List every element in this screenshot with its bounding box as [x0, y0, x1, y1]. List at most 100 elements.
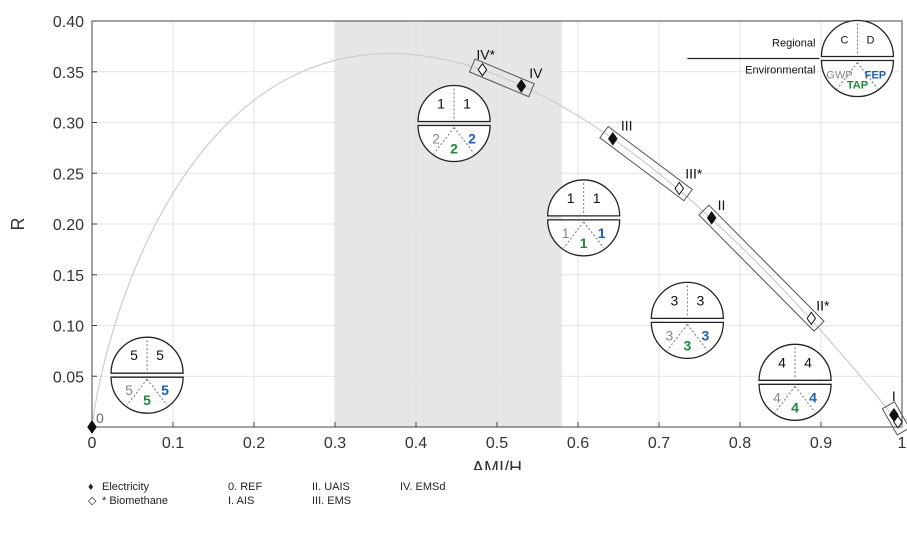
key-regional-label: Regional	[772, 38, 815, 50]
glyph-gwp: 4	[773, 389, 781, 405]
glyph-fep: 5	[161, 382, 169, 398]
x-tick-label: 0.7	[648, 435, 670, 452]
filled-diamond-icon: ♦	[88, 481, 94, 493]
key-environmental-label: Environmental	[745, 65, 815, 77]
x-tick-label: 0.4	[405, 435, 427, 452]
glyph-regional-d: 3	[696, 292, 704, 308]
glyph-top-half	[758, 343, 832, 381]
glyph-tap: 5	[143, 392, 151, 408]
x-tick-label: 0	[88, 435, 97, 452]
scenario-label: IV	[529, 65, 543, 81]
glyph-regional-d: 1	[593, 190, 601, 206]
glyph-top-half	[110, 336, 184, 374]
y-tick-label: 0.10	[53, 319, 84, 336]
glyph-divider	[794, 386, 816, 413]
y-tick-label: 0.40	[53, 14, 84, 31]
glyph-tap: 4	[791, 399, 799, 415]
glyph-divider	[563, 221, 585, 249]
glyph-bottom-half	[650, 321, 725, 359]
electricity-point	[516, 79, 527, 93]
y-tick-label: 0.25	[53, 166, 84, 183]
x-tick-label: 0.9	[810, 435, 832, 452]
glyph-divider	[433, 127, 455, 154]
glyph-regional-c: 4	[778, 354, 786, 370]
legend-biomethane: ◇ * Biomethane	[88, 495, 169, 507]
y-tick-label: 0.20	[53, 217, 84, 234]
open-diamond-icon: ◇	[88, 495, 97, 507]
glyph-tap: TAP	[847, 80, 868, 92]
biomethane-point	[477, 62, 488, 77]
glyph-regional-c: 3	[670, 292, 678, 308]
glyph-bottom-half	[820, 59, 895, 98]
x-tick-label: 0.6	[567, 435, 589, 452]
x-tick-label: 0.3	[324, 435, 346, 452]
legend-scenario: I. AIS	[228, 495, 255, 507]
pair-box	[468, 58, 535, 98]
glyph-fep: 1	[598, 225, 606, 241]
glyph-top-half	[820, 19, 895, 58]
glyph-bottom-half	[110, 376, 184, 414]
pair-box	[881, 401, 907, 436]
electricity-point	[706, 211, 717, 225]
glyph-divider	[686, 324, 708, 351]
legend-scenario: II. UAIS	[312, 481, 350, 493]
glyph-regional-d: 4	[804, 354, 812, 370]
pair-box	[698, 204, 825, 332]
glyph-divider	[666, 324, 688, 351]
glyph-top-half	[547, 179, 621, 217]
glyph-regional-c: 5	[130, 347, 138, 363]
glyph-fep: FEP	[865, 70, 886, 82]
scenario-label: III	[621, 118, 633, 134]
glyph-gwp: 2	[432, 130, 440, 146]
x-tick-label: 1	[898, 435, 907, 452]
glyph-top-half	[417, 84, 491, 123]
scenario-label: 0	[96, 410, 104, 426]
scenario-label: I	[892, 388, 896, 404]
curve-line	[91, 52, 903, 428]
glyph-fep: 3	[701, 327, 709, 343]
glyph-tap: 1	[580, 235, 588, 251]
y-tick-label: 0.30	[53, 116, 84, 133]
glyph-regional-d: 5	[156, 347, 164, 363]
glyph-regional-c: C	[840, 35, 848, 47]
glyph-divider	[126, 378, 148, 406]
legend-scenarios-col1: 0. REF I. AIS	[228, 480, 262, 508]
x-tick-label: 0.2	[243, 435, 265, 452]
x-tick-label: 0.1	[162, 435, 184, 452]
legend-electricity: ♦ Electricity	[88, 481, 150, 493]
legend-markers: ♦ Electricity ◇ * Biomethane	[88, 480, 168, 508]
glyph-top-half	[650, 281, 725, 320]
glyph-divider	[453, 127, 475, 154]
glyph-bottom-half	[758, 383, 832, 421]
glyph-divider	[857, 62, 878, 89]
legend-scenarios-col3: IV. EMSd	[400, 480, 445, 494]
x-tick-label: 0.5	[486, 435, 508, 452]
glyph-divider	[146, 378, 168, 406]
glyph-gwp: GWP	[826, 70, 852, 82]
glyph-bottom-half	[547, 219, 621, 257]
biomethane-point	[674, 181, 685, 196]
electricity-point	[889, 407, 899, 422]
biomethane-point	[806, 311, 817, 326]
glyph-divider	[837, 62, 858, 89]
scenario-label: II*	[816, 297, 830, 313]
glyph-tap: 2	[450, 140, 458, 156]
glyph-fep: 2	[468, 130, 476, 146]
y-tick-label: 0.05	[53, 369, 84, 386]
glyph-gwp: 3	[665, 327, 673, 343]
legend-scenario: 0. REF	[228, 481, 263, 493]
glyph-bottom-half	[417, 124, 491, 163]
x-tick-label: 0.8	[729, 435, 751, 452]
glyph-regional-d: 1	[463, 95, 471, 111]
glyph-gwp: 5	[125, 382, 133, 398]
biomethane-point	[893, 415, 903, 429]
glyph-divider	[774, 386, 796, 413]
y-axis-label: R	[8, 218, 28, 231]
scenario-label: III*	[685, 165, 703, 181]
scenario-label: II	[718, 197, 726, 213]
glyph-regional-c: 1	[437, 95, 445, 111]
glyph-gwp: 1	[562, 225, 570, 241]
legend-scenario: III. EMS	[312, 495, 352, 507]
glyph-regional-c: 1	[567, 190, 575, 206]
scenario-label: IV*	[476, 47, 495, 63]
